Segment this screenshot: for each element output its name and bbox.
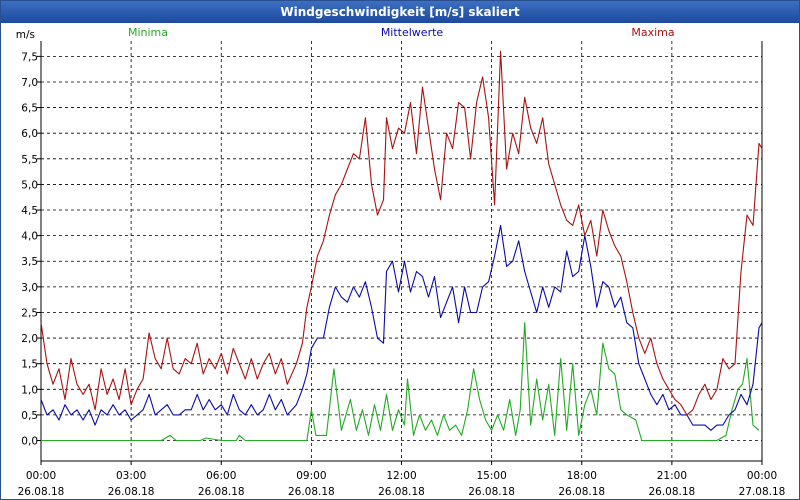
x-tick-date-label: 26.08.18 bbox=[648, 486, 695, 498]
x-tick-time-label: 12:00 bbox=[386, 470, 416, 482]
series-line-mittelwerte bbox=[40, 224, 763, 431]
y-tick-label: 0,0 bbox=[21, 436, 38, 448]
y-tick-label: 7,0 bbox=[21, 77, 38, 89]
x-tick-time-label: 03:00 bbox=[116, 470, 146, 482]
y-tick-label: 5,5 bbox=[21, 154, 38, 166]
x-tick-time-label: 21:00 bbox=[657, 470, 687, 482]
y-tick-label: 7,5 bbox=[21, 51, 38, 63]
x-tick-time-label: 00:00 bbox=[747, 470, 777, 482]
x-tick-date-label: 26.08.18 bbox=[468, 486, 515, 498]
y-tick-label: 6,5 bbox=[21, 103, 38, 115]
x-tick-date-label: 26.08.18 bbox=[18, 486, 65, 498]
y-tick-label: 1,5 bbox=[21, 359, 38, 371]
y-tick-label: 4,5 bbox=[21, 205, 38, 217]
x-tick-time-label: 18:00 bbox=[567, 470, 597, 482]
y-tick-label: 0,5 bbox=[21, 410, 38, 422]
y-tick-label: 3,0 bbox=[21, 282, 38, 294]
x-tick-date-label: 26.08.18 bbox=[288, 486, 335, 498]
legend-mittelwerte: Mittelwerte bbox=[381, 26, 444, 39]
x-tick-date-label: 27.08.18 bbox=[739, 486, 786, 498]
window-title: Windgeschwindigkeit [m/s] skaliert bbox=[1, 1, 799, 23]
x-tick-date-label: 26.08.18 bbox=[108, 486, 155, 498]
y-axis-label: m/s bbox=[16, 29, 35, 41]
x-tick-date-label: 26.08.18 bbox=[198, 486, 245, 498]
x-tick-time-label: 09:00 bbox=[296, 470, 326, 482]
x-tick-time-label: 15:00 bbox=[476, 470, 506, 482]
y-tick-label: 4,0 bbox=[21, 231, 38, 243]
x-tick-time-label: 00:00 bbox=[26, 470, 56, 482]
y-tick-label: 5,0 bbox=[21, 179, 38, 191]
x-tick-date-label: 26.08.18 bbox=[378, 486, 425, 498]
y-tick-label: 6,0 bbox=[21, 128, 38, 140]
chart-area: 0,0 0,5 1,0 1,5 2,0 2,5 3,0 3,5 4,0 4,5 5,0 5,5 6,0 6… bbox=[16, 26, 786, 498]
y-tick-label: 2,0 bbox=[21, 333, 38, 345]
legend-maxima: Maxima bbox=[631, 26, 674, 39]
legend-minima: Minima bbox=[128, 26, 168, 39]
y-tick-label: 1,0 bbox=[21, 384, 38, 396]
y-tick-label: 3,5 bbox=[21, 256, 38, 268]
series-line-minima bbox=[41, 322, 760, 442]
x-tick-time-label: 06:00 bbox=[206, 470, 236, 482]
y-tick-label: 2,5 bbox=[21, 307, 38, 319]
series-line-maxima bbox=[40, 50, 763, 416]
x-tick-date-label: 26.08.18 bbox=[558, 486, 605, 498]
